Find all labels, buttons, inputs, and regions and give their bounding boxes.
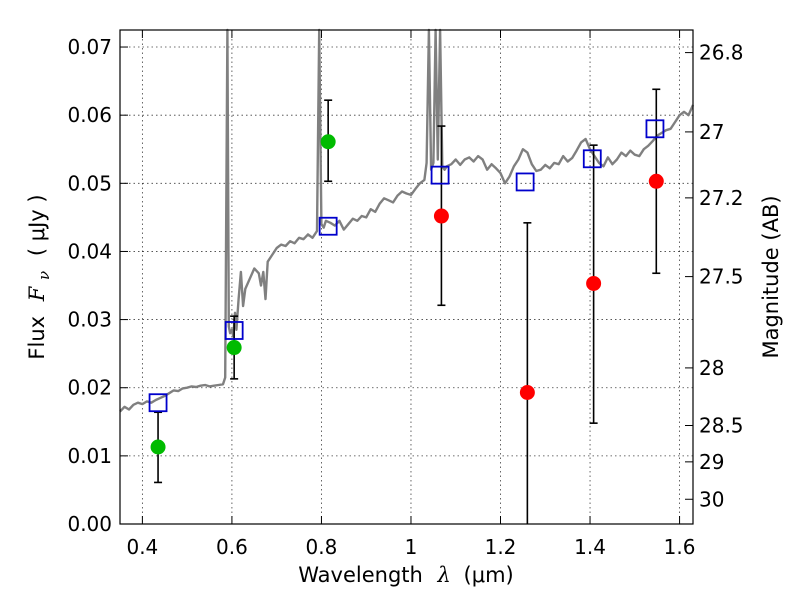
y2-tick-label: 29: [699, 450, 724, 474]
optical-photometry-point: [150, 439, 166, 455]
nir-photometry-point: [433, 208, 449, 224]
x-tick-label: 1: [405, 535, 418, 559]
y2-tick-label: 28: [699, 356, 724, 380]
y2-axis-label: Magnitude (AB): [759, 195, 783, 358]
model-spectrum-line: [119, 28, 695, 413]
y-axis-label: Flux F ν ( μJy ): [25, 194, 54, 359]
model-photometry-square: [645, 119, 665, 139]
model-photometry-square: [582, 149, 602, 169]
x-axis-label: Wavelength λ (μm): [298, 563, 513, 587]
model-photometry-square: [318, 216, 338, 236]
nir-photometry-point: [519, 384, 535, 400]
y2-tick-label: 27.2: [699, 186, 744, 210]
model-photometry-square: [430, 165, 450, 185]
marker-layer: [148, 119, 665, 455]
optical-photometry-point: [320, 134, 336, 150]
x-tick-label: 0.6: [216, 535, 248, 559]
y-tick-label: 0.00: [67, 512, 112, 536]
x-tick-label: 0.4: [126, 535, 158, 559]
y-tick-label: 0.04: [67, 239, 112, 263]
y2-tick-label: 27.5: [699, 265, 744, 289]
model-photometry-square: [224, 321, 244, 340]
y2-tick-label: 26.8: [699, 41, 744, 65]
y2-tick-label: 27: [699, 120, 724, 144]
x-tick-label: 1.4: [574, 535, 606, 559]
nir-photometry-point: [648, 173, 664, 189]
model-photometry-square: [515, 172, 535, 192]
y-tick-label: 0.02: [67, 376, 112, 400]
y-tick-label: 0.07: [67, 35, 112, 59]
y-tick-label: 0.03: [67, 308, 112, 332]
y2-tick-label: 30: [699, 487, 724, 511]
plot-frame: [119, 29, 694, 525]
y-tick-label: 0.01: [67, 444, 112, 468]
x-tick-label: 0.8: [306, 535, 338, 559]
nir-photometry-point: [586, 275, 602, 291]
x-tick-label: 1.6: [664, 535, 696, 559]
y2-tick-label: 28.5: [699, 414, 744, 438]
x-tick-label: 1.2: [485, 535, 517, 559]
model-photometry-square: [148, 393, 168, 413]
optical-photometry-point: [226, 340, 242, 356]
model-spectrum-layer: [119, 28, 695, 413]
tick-layer: 0.4 0.6 0.8 1 1.2 1.4 1.6 0.00 0.01 0.02 0.03 0.04 0…: [67, 30, 744, 559]
y-tick-label: 0.05: [67, 171, 112, 195]
y-tick-label: 0.06: [67, 103, 112, 127]
grid: [120, 30, 693, 525]
